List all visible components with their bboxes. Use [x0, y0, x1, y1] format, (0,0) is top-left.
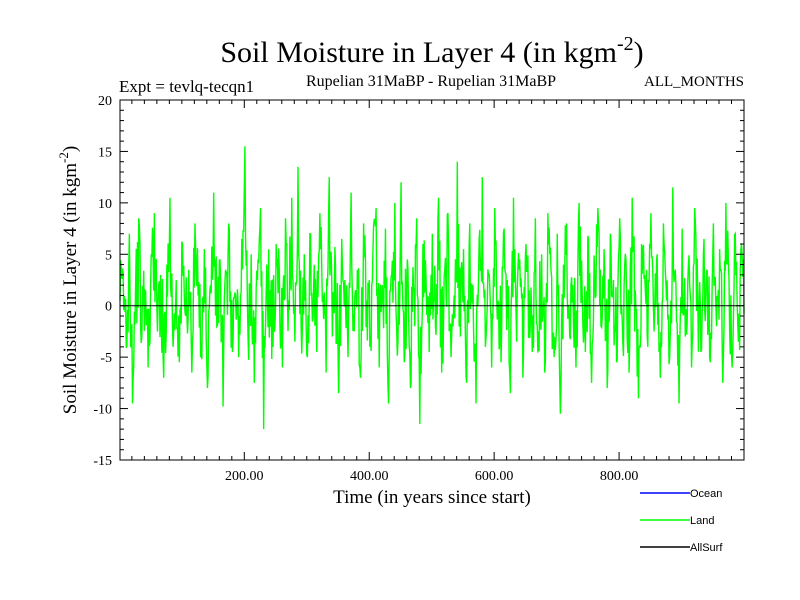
subtitle-expt: Expt = tevlq-tecqn1 — [119, 77, 254, 96]
y-tick-label: 15 — [98, 145, 112, 160]
series-line-land — [119, 146, 745, 430]
x-tick-label: 400.00 — [350, 469, 389, 484]
legend-label-allsurf: AllSurf — [690, 542, 723, 554]
y-tick-label: 20 — [98, 94, 112, 109]
y-tick-label: -10 — [93, 403, 112, 418]
y-tick-label: 5 — [105, 248, 112, 263]
legend: Ocean Land AllSurf — [640, 488, 723, 554]
series-layer — [119, 146, 745, 430]
y-tick-label: 10 — [98, 197, 112, 212]
x-tick-label: 200.00 — [225, 469, 264, 484]
subtitle-period: Rupelian 31MaBP - Rupelian 31MaBP — [306, 73, 556, 90]
y-axis-label: Soil Moisture in Layer 4 (in kgm-2) — [56, 146, 81, 414]
y-tick-label: -15 — [93, 454, 112, 469]
chart-title: Soil Moisture in Layer 4 (in kgm-2) — [220, 33, 643, 69]
y-tick-label: 0 — [105, 300, 112, 315]
subtitle-months: ALL_MONTHS — [644, 74, 744, 90]
legend-label-ocean: Ocean — [690, 488, 722, 500]
axis-ticks: -15 -10 -5 0 5 10 15 20 200.00 400.00 600.00 800.00 — [93, 94, 744, 484]
x-tick-label: 800.00 — [600, 469, 639, 484]
y-tick-label: -5 — [100, 351, 112, 366]
x-tick-label: 600.00 — [475, 469, 514, 484]
legend-label-land: Land — [690, 515, 714, 527]
x-axis-label: Time (in years since start) — [333, 487, 531, 508]
